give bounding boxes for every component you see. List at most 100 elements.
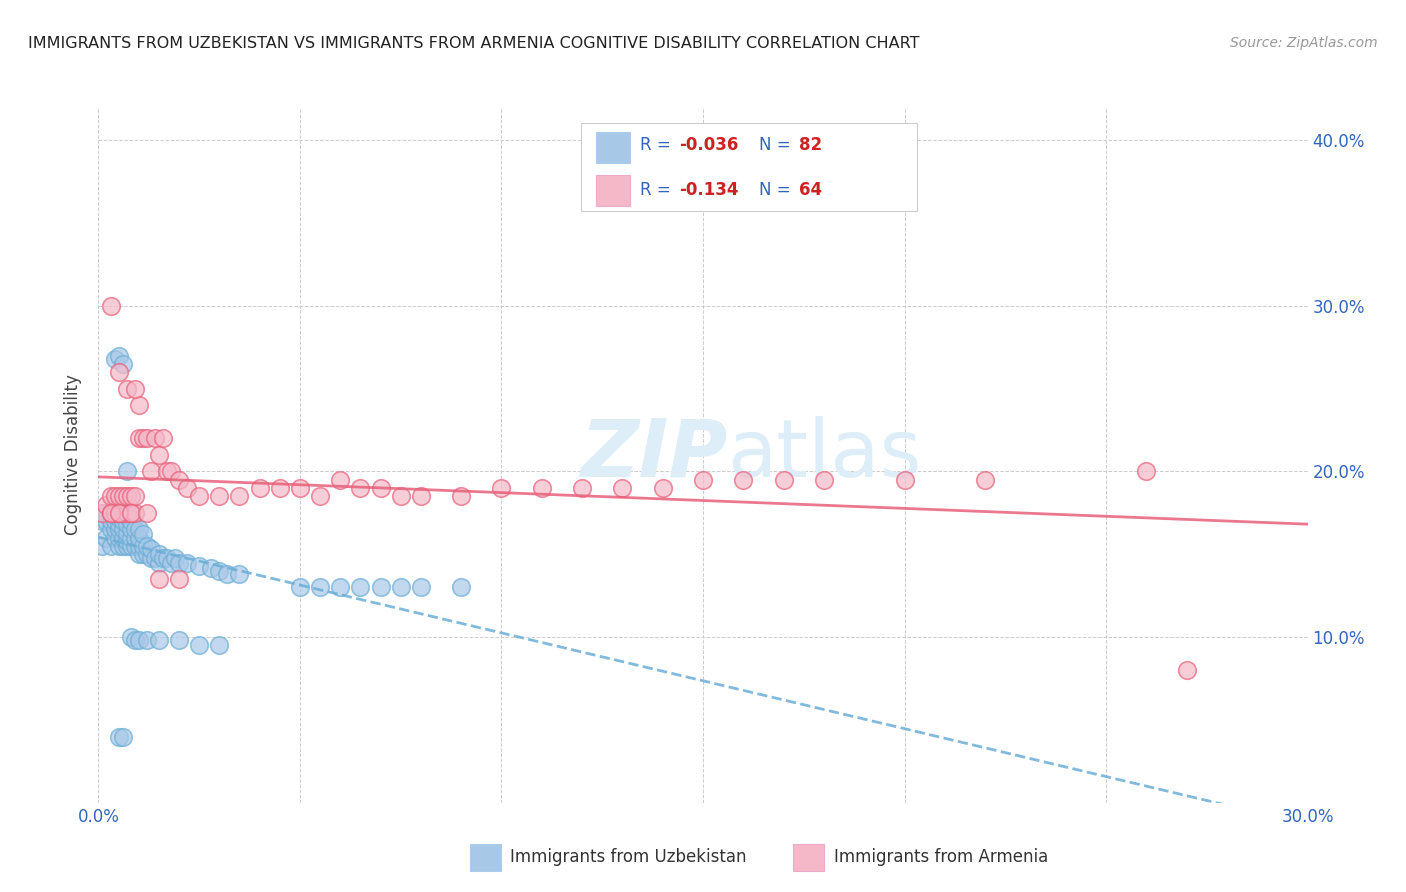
Point [1175,663,1198,677]
Point [111,489,134,503]
Point [107,517,129,532]
Point [107,349,129,363]
Text: -0.036: -0.036 [679,136,738,153]
Point [120,514,142,528]
Point [148,556,170,570]
Point [733,473,755,487]
Point [167,556,190,570]
Point [115,525,138,540]
Point [148,633,170,648]
Text: 82: 82 [799,136,821,153]
Point [124,531,146,545]
Text: Immigrants from Uzbekistan: Immigrants from Uzbekistan [510,848,747,866]
Point [115,509,138,524]
Point [111,514,134,528]
Point [115,489,138,503]
Point [111,523,134,537]
Point [132,547,155,561]
Point [208,639,231,653]
Point [893,473,915,487]
Point [96,498,118,512]
Point [124,489,146,503]
Point [120,523,142,537]
Point [139,550,162,565]
Point [188,558,211,573]
Point [107,523,129,537]
Point [128,431,150,445]
Point [103,531,125,545]
Point [409,581,432,595]
Point [128,523,150,537]
Point [450,489,472,503]
Point [188,639,211,653]
Point [103,489,125,503]
Point [208,564,231,578]
Point [107,504,129,518]
Point [103,506,125,520]
Text: R =: R = [640,181,676,199]
Point [91,506,114,520]
Point [120,506,142,520]
Point [96,506,118,520]
Point [120,539,142,553]
Point [132,431,155,445]
Point [111,357,134,371]
Point [124,382,146,396]
Point [349,581,371,595]
Point [269,481,291,495]
Point [148,572,170,586]
Point [100,489,122,503]
Point [111,506,134,520]
Point [107,531,129,545]
Point [309,489,332,503]
Point [163,550,186,565]
Point [111,531,134,545]
Point [188,489,211,503]
Point [115,534,138,549]
Point [176,556,198,570]
Point [148,547,170,561]
Point [148,448,170,462]
Point [288,481,311,495]
Text: Source: ZipAtlas.com: Source: ZipAtlas.com [1230,36,1378,50]
Point [107,365,129,379]
Point [152,550,174,565]
Point [120,630,142,644]
Point [329,581,352,595]
Point [139,465,162,479]
Point [103,523,125,537]
Point [370,581,392,595]
Point [530,481,553,495]
Point [120,489,142,503]
Point [115,465,138,479]
Point [100,506,122,520]
Point [115,517,138,532]
Text: atlas: atlas [727,416,921,494]
Point [132,527,155,541]
Point [100,514,122,528]
Point [571,481,593,495]
Point [288,581,311,595]
Point [450,581,472,595]
Point [120,506,142,520]
Point [128,539,150,553]
Point [107,511,129,525]
Point [103,514,125,528]
Point [143,550,166,565]
Point [135,633,157,648]
Text: Immigrants from Armenia: Immigrants from Armenia [834,848,1047,866]
Point [156,465,179,479]
Point [115,539,138,553]
Point [111,539,134,553]
Point [100,506,122,520]
Text: 64: 64 [799,181,821,199]
Point [135,506,157,520]
Text: R =: R = [640,136,676,153]
Point [111,730,134,744]
Point [103,506,125,520]
Point [100,523,122,537]
Point [107,489,129,503]
Point [100,539,122,553]
Point [91,539,114,553]
Point [217,567,239,582]
